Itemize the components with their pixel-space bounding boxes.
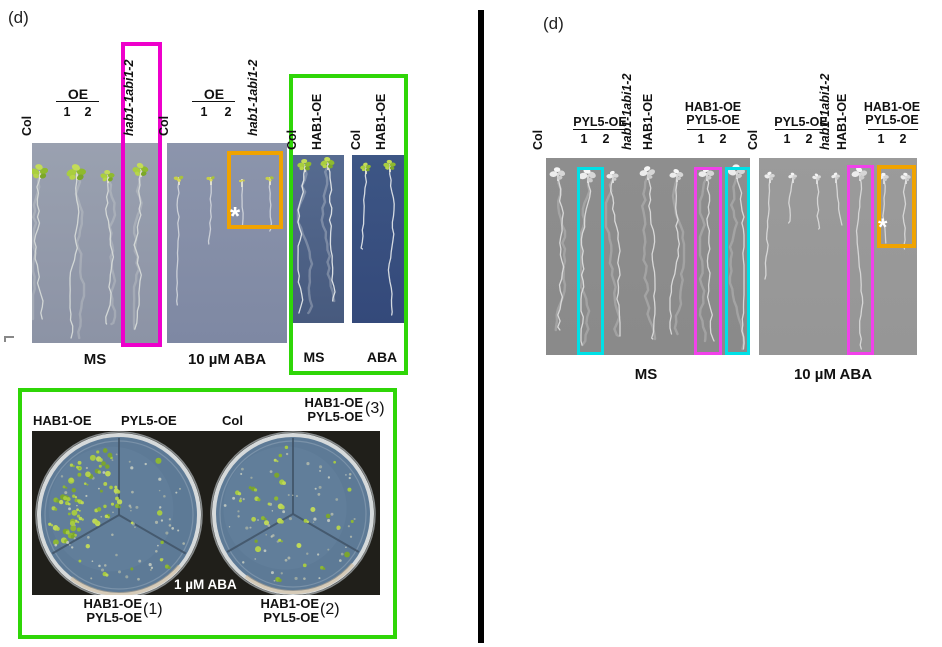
petri-combo3-line2: PYL5-OE <box>307 409 363 424</box>
lane-label-col-2: Col <box>157 115 171 136</box>
r1-genotype: hab1-1abi1-2 <box>620 73 634 150</box>
seedling-plate-lms <box>30 143 162 343</box>
petri-label-col: Col <box>222 413 243 428</box>
petri-combo1-line2: PYL5-OE <box>86 610 142 625</box>
r2-combo-underline <box>868 129 918 130</box>
r1-lane-2: 2 <box>602 132 610 146</box>
genotype-label-2: hab1-1abi1-2 <box>246 59 260 136</box>
r2-pyl5oe-underline <box>775 129 829 130</box>
seedling-plate-iaba <box>352 155 404 323</box>
ms-label-left: MS <box>83 351 107 368</box>
right-panel-label: (d) <box>543 14 564 33</box>
seedling-plate-ims <box>292 155 344 323</box>
inset-ms-label: MS <box>303 349 325 365</box>
petri-label-combo1: HAB1-OE PYL5-OE <box>76 597 142 625</box>
r2-lane-1: 1 <box>783 132 791 146</box>
petri-label-pyl5oe: PYL5-OE <box>121 413 177 428</box>
r1-pyl5oe-header: PYL5-OE <box>573 115 627 129</box>
r2-lane-2: 2 <box>805 132 813 146</box>
lane-label-2-2: 2 <box>224 105 232 119</box>
inset-lane-col-ms: Col <box>285 129 299 150</box>
highlight-box-magenta-hab1oe <box>847 165 874 355</box>
petri-combo2-line1: HAB1-OE <box>260 596 319 611</box>
petri-combo1-line1: HAB1-OE <box>83 596 142 611</box>
inset-lane-hab1oe-ms: HAB1-OE <box>310 93 324 150</box>
oe-underline-2 <box>192 101 235 102</box>
panel-divider <box>478 10 484 643</box>
r1-combo-2: 2 <box>719 132 727 146</box>
asterisk-right: * <box>878 214 888 241</box>
petri-photo <box>32 431 380 599</box>
r1-lane-col: Col <box>531 129 545 150</box>
asterisk-left: * <box>230 201 241 231</box>
ms-label-right: MS <box>634 366 658 383</box>
r1-combo-1: 1 <box>697 132 705 146</box>
petri-combo2-line2: PYL5-OE <box>263 610 319 625</box>
petri-combo1-number: (1) <box>143 601 163 618</box>
petri-label-hab1oe: HAB1-OE <box>33 413 92 428</box>
oe-underline-1 <box>56 101 99 102</box>
r2-combo-2: 2 <box>899 132 907 146</box>
lane-label-1-1: 1 <box>63 105 71 119</box>
inset-aba-label: ABA <box>366 349 398 365</box>
left-panel-label: (d) <box>8 8 29 27</box>
r2-hab1oe: HAB1-OE <box>835 93 849 150</box>
seedling-plate-rms <box>546 158 750 355</box>
highlight-box-cyan-combo2 <box>725 167 750 355</box>
petri-label-combo3: HAB1-OE PYL5-OE <box>281 396 363 424</box>
r2-lane-col: Col <box>746 129 760 150</box>
petri-combo3-number: (3) <box>365 400 385 417</box>
seedling-plate-raba <box>759 158 917 355</box>
aba-label-right: 10 µM ABA <box>793 366 873 383</box>
petri-treatment-label: 1 µM ABA <box>174 577 237 592</box>
highlight-box-magenta-combo1 <box>694 167 722 355</box>
r2-genotype: hab1-1abi1-2 <box>818 73 832 150</box>
petri-label-combo2: HAB1-OE PYL5-OE <box>253 597 319 625</box>
inset-lane-hab1oe-aba: HAB1-OE <box>374 93 388 150</box>
lane-label-1-2: 2 <box>84 105 92 119</box>
r1-combo-underline <box>687 129 740 130</box>
r1-pyl5oe-underline <box>573 129 628 130</box>
r1-combo-line1: HAB1-OE <box>684 100 742 114</box>
r2-combo-line1: HAB1-OE <box>863 100 921 114</box>
r1-lane-1: 1 <box>580 132 588 146</box>
oe-header-2: OE <box>203 86 225 102</box>
lane-label-2-1: 1 <box>200 105 208 119</box>
highlight-box-green-inset <box>289 74 408 375</box>
oe-header-1: OE <box>67 86 89 102</box>
r2-combo-1: 1 <box>877 132 885 146</box>
lane-label-col-1: Col <box>20 115 34 136</box>
inset-lane-col-aba: Col <box>349 129 363 150</box>
petri-combo2-number: (2) <box>320 601 340 618</box>
aba-label-left: 10 µM ABA <box>187 351 267 368</box>
highlight-box-magenta-genotype <box>121 42 162 347</box>
petri-combo3-line1: HAB1-OE <box>304 395 363 410</box>
stray-mark <box>4 336 14 342</box>
highlight-box-orange-combo <box>877 165 916 248</box>
highlight-box-orange-aba <box>227 151 283 229</box>
highlight-box-cyan-pyl5-1 <box>577 167 604 355</box>
genotype-label-1: hab1-1abi1-2 <box>122 59 136 136</box>
r2-pyl5oe-header: PYL5-OE <box>774 115 828 129</box>
highlight-box-green-petri <box>18 388 397 639</box>
r2-combo-line2: PYL5-OE <box>865 113 919 127</box>
r1-hab1oe: HAB1-OE <box>641 93 655 150</box>
r1-combo-line2: PYL5-OE <box>686 113 740 127</box>
